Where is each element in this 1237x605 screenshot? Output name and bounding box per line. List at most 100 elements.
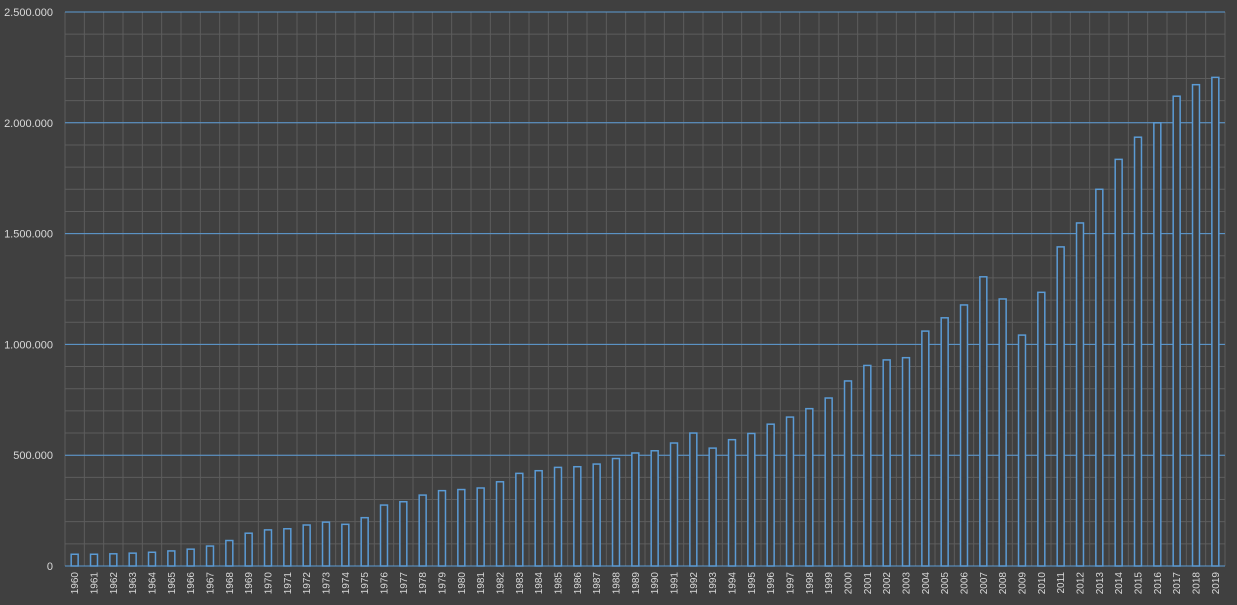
x-tick-label: 2007: [979, 572, 990, 595]
minor-gridlines: [64, 11, 1226, 567]
x-tick-label: 2006: [960, 572, 971, 595]
bar-1967: [205, 545, 215, 567]
bar-1974: [341, 523, 350, 567]
x-tick-label: 2005: [940, 572, 951, 595]
bar-1987: [592, 463, 601, 567]
x-tick-label: 1966: [186, 572, 197, 595]
x-tick-label: 2004: [921, 572, 932, 595]
x-tick-label: 1984: [534, 572, 545, 595]
x-tick-label: 2013: [1095, 572, 1106, 595]
bar-2009: [1017, 334, 1027, 567]
x-tick-label: 1979: [438, 572, 449, 595]
x-tick-label: 2019: [1211, 572, 1222, 595]
bar-2011: [1056, 246, 1065, 567]
x-tick-label: 2016: [1153, 572, 1164, 595]
bar-1971: [283, 528, 292, 567]
x-tick-label: 1965: [167, 572, 178, 595]
bar-1980: [457, 488, 466, 567]
bar-1994: [727, 438, 737, 567]
x-tick-label: 1982: [496, 572, 507, 595]
x-tick-label: 2018: [1192, 572, 1203, 595]
x-tick-label: 1969: [244, 572, 255, 595]
bar-1986: [573, 465, 582, 567]
bar-1978: [418, 494, 427, 567]
bars-group: [70, 76, 1220, 567]
bar-2001: [863, 364, 872, 567]
bar-2014: [1114, 158, 1123, 567]
x-tick-label: 1980: [457, 572, 468, 595]
x-tick-label: 2011: [1056, 572, 1067, 594]
bar-2004: [921, 330, 930, 567]
y-tick-label: 2.500.000: [4, 7, 53, 19]
bar-1988: [611, 457, 621, 567]
x-tick-label: 2003: [902, 572, 913, 595]
y-tick-label: 0: [47, 561, 53, 573]
x-tick-label: 1960: [70, 572, 81, 595]
bar-1993: [708, 447, 717, 567]
bar-2016: [1153, 122, 1162, 567]
x-tick-label: 1963: [128, 572, 139, 595]
x-tick-label: 2014: [1114, 572, 1125, 595]
bar-1979: [437, 489, 447, 567]
bar-1983: [515, 472, 524, 567]
x-tick-label: 2017: [1172, 572, 1183, 595]
y-tick-label: 2.000.000: [4, 118, 53, 130]
bar-2019: [1211, 76, 1220, 567]
x-tick-label: 1978: [418, 572, 429, 595]
x-tick-label: 1967: [206, 572, 217, 595]
y-tick-label: 1.000.000: [4, 339, 53, 351]
x-tick-label: 1996: [766, 572, 777, 595]
bar-1990: [650, 450, 659, 567]
bar-1970: [263, 529, 273, 567]
bar-1972: [302, 524, 311, 567]
bar-2013: [1095, 188, 1104, 567]
bar-2003: [901, 356, 911, 567]
x-tick-label: 2001: [863, 572, 874, 595]
bar-2000: [843, 380, 853, 567]
x-tick-label: 1988: [612, 572, 623, 595]
bar-1984: [534, 469, 543, 567]
x-tick-label: 1998: [805, 572, 816, 595]
bar-1966: [186, 548, 195, 567]
x-tick-label: 1997: [786, 572, 797, 595]
bar-1999: [824, 397, 833, 567]
x-tick-label: 2010: [1037, 572, 1048, 595]
bar-1996: [766, 423, 775, 567]
bar-1965: [167, 550, 176, 567]
x-axis-tick-labels: 1960 1961 1962 1963 1964 1965 1966 1967 1968 1969…: [70, 572, 1222, 595]
x-tick-label: 2012: [1076, 572, 1087, 595]
x-tick-label: 1985: [554, 572, 565, 595]
bar-1982: [495, 481, 505, 567]
x-tick-label: 2002: [882, 572, 893, 595]
x-tick-label: 1990: [650, 572, 661, 595]
bar-1989: [631, 452, 640, 567]
x-tick-label: 1992: [689, 572, 700, 595]
bar-1968: [225, 539, 234, 567]
x-tick-label: 2000: [844, 572, 855, 595]
x-tick-label: 1972: [302, 572, 313, 595]
bar-1985: [553, 466, 563, 567]
x-tick-label: 2015: [1134, 572, 1145, 595]
x-tick-label: 1962: [109, 572, 120, 595]
bar-2008: [998, 298, 1007, 567]
x-tick-label: 1964: [148, 572, 159, 595]
x-tick-label: 1981: [476, 572, 487, 595]
bar-1963: [128, 552, 137, 567]
bar-1991: [669, 442, 679, 567]
bar-2015: [1133, 136, 1143, 567]
x-tick-label: 1995: [747, 572, 758, 595]
bar-1962: [109, 553, 118, 567]
bar-1964: [147, 551, 157, 567]
x-tick-label: 2009: [1018, 572, 1029, 595]
y-axis-tick-labels: 0 500.000 1.000.000 1.500.000 2.000.000 2.500…: [4, 7, 53, 573]
x-tick-label: 1987: [592, 572, 603, 595]
bar-2002: [882, 359, 891, 567]
x-tick-label: 1991: [670, 572, 681, 595]
bar-1976: [379, 504, 389, 567]
bar-1998: [805, 407, 814, 567]
bar-2005: [940, 317, 949, 567]
bar-1960: [70, 553, 79, 567]
bar-2018: [1191, 83, 1201, 567]
x-tick-label: 1976: [380, 572, 391, 595]
x-tick-label: 1977: [399, 572, 410, 595]
